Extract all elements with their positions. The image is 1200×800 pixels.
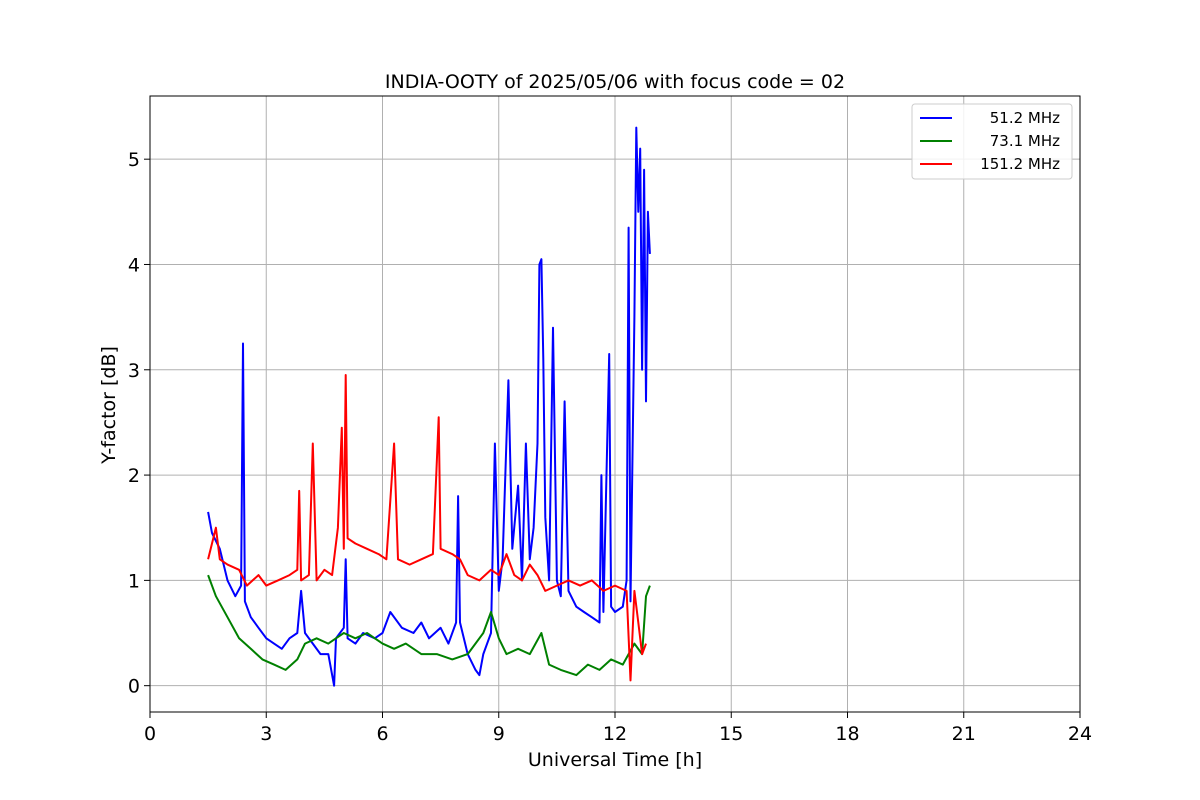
x-tick-label-8: 24 (1068, 723, 1092, 745)
x-tick-label-3: 9 (493, 723, 505, 745)
legend-box (911, 103, 1073, 180)
y-tick-label-3: 3 (128, 360, 140, 382)
x-axis-label: Universal Time [h] (528, 749, 702, 771)
x-tick-label-6: 18 (835, 723, 859, 745)
y-axis: 0 1 2 3 4 5 (128, 149, 150, 698)
x-tick-label-7: 21 (952, 723, 976, 745)
series-layer (207, 126, 651, 687)
x-axis: 0 3 6 9 12 15 18 21 24 (144, 712, 1092, 745)
x-tick-label-2: 6 (376, 723, 388, 745)
y-axis-label: Y-factor [dB] (98, 346, 120, 465)
y-tick-label-0: 0 (128, 676, 140, 698)
y-tick-label-4: 4 (128, 254, 140, 276)
legend: 51.2 MHz 73.1 MHz 151.2 MHz (911, 103, 1073, 180)
y-tick-label-1: 1 (128, 570, 140, 592)
legend-label-1: 73.1 MHz (990, 132, 1060, 150)
x-tick-label-1: 3 (260, 723, 272, 745)
x-tick-label-0: 0 (144, 723, 156, 745)
series-line-51-2-mhz (207, 126, 651, 687)
legend-label-0: 51.2 MHz (990, 109, 1060, 127)
y-tick-label-5: 5 (128, 149, 140, 171)
series-line-151-2-mhz (207, 374, 647, 682)
legend-label-2: 151.2 MHz (980, 155, 1060, 173)
chart-title: INDIA-OOTY of 2025/05/06 with focus code… (385, 71, 845, 93)
y-tick-label-2: 2 (128, 465, 140, 487)
x-tick-label-4: 12 (603, 723, 627, 745)
series-line-73-1-mhz (207, 574, 651, 677)
x-tick-label-5: 15 (719, 723, 743, 745)
